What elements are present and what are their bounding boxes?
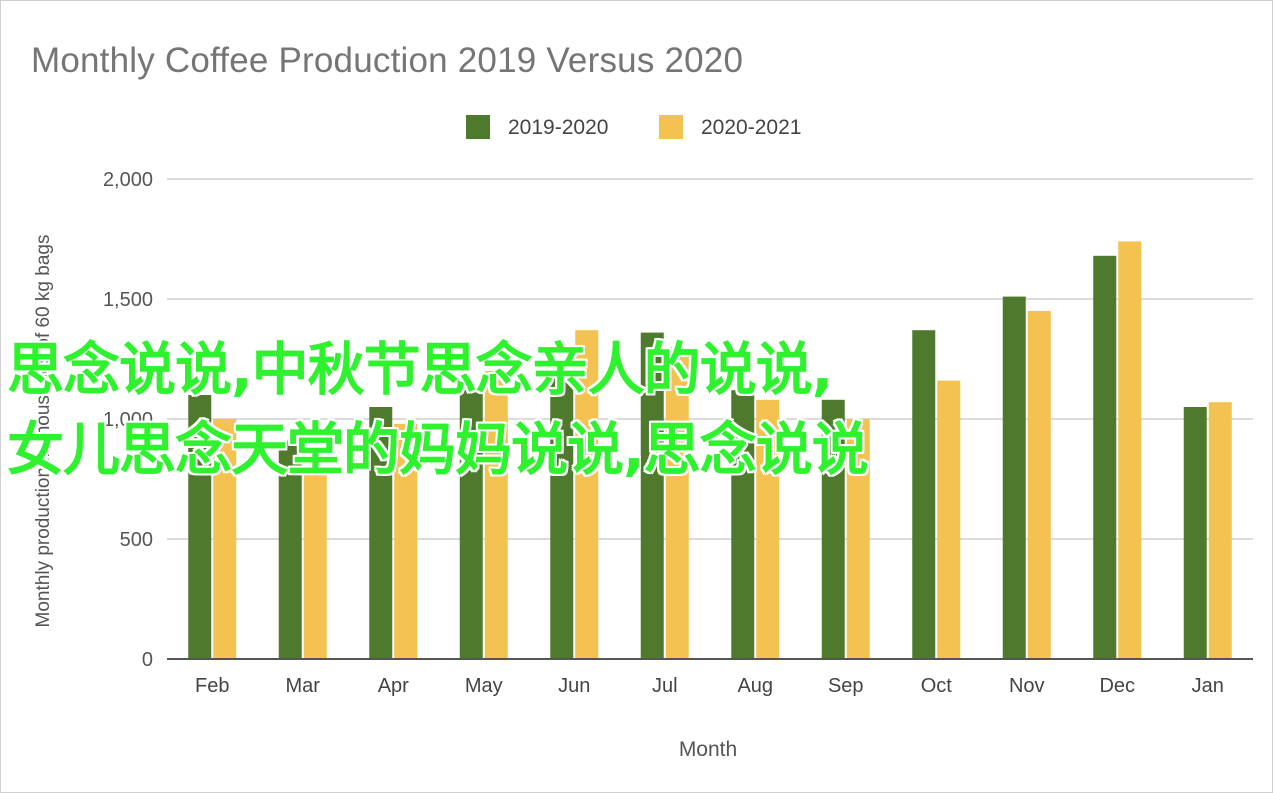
bar-2019-2020-Dec [1093,255,1117,660]
chart-title: Monthly Coffee Production 2019 Versus 20… [31,41,744,80]
bar-2020-2021-Jun [575,330,599,659]
bar-2019-2020-May [459,390,483,659]
x-tick-label-dec: Dec [1099,675,1135,697]
x-tick-label-nov: Nov [1009,675,1045,697]
x-tick-label-aug: Aug [737,675,773,697]
bar-2020-2021-Sep [846,419,870,659]
y-axis-label: Monthly production in thousands of 60 kg… [33,235,54,628]
bar-2020-2021-Jan [1208,402,1232,659]
legend: 2019-2020 2020-2021 [466,115,801,139]
legend-label-2020-2021: 2020-2021 [701,116,801,139]
bar-2020-2021-Dec [1118,241,1142,659]
legend-label-2019-2020: 2019-2020 [508,116,608,139]
bar-2019-2020-Jan [1183,407,1207,659]
bar-2020-2021-May [484,371,508,659]
x-tick-label-oct: Oct [921,675,953,697]
x-axis-label: Month [679,738,737,761]
bars [188,241,1232,660]
legend-swatch-2020-2021 [659,115,683,139]
y-tick-label: 0 [142,649,153,671]
x-tick-label-apr: Apr [378,675,409,697]
bar-2019-2020-Feb [188,395,212,659]
bar-2020-2021-Apr [394,423,418,659]
overlay-caption-line-2: 女儿思念天堂的妈妈说说,思念说说 [7,417,869,483]
bar-2019-2020-Oct [912,330,936,659]
y-tick-label: 1,000 [103,409,153,431]
bar-2020-2021-Oct [937,380,961,659]
bar-2019-2020-Mar [278,440,302,659]
x-tick-label-feb: Feb [195,675,229,697]
x-tick-label-may: May [465,675,503,697]
bar-2019-2020-Apr [369,407,393,659]
bar-2020-2021-Mar [303,467,327,659]
bar-2019-2020-Nov [1002,296,1026,659]
legend-swatch-2019-2020 [466,115,490,139]
x-tick-label-jul: Jul [652,675,678,697]
y-tick-label: 2,000 [103,169,153,191]
bar-2020-2021-Feb [213,419,237,659]
x-tick-label-jan: Jan [1192,675,1224,697]
overlay-caption-line-1: 思念说说,中秋节思念亲人的说说, [7,337,833,403]
bar-2019-2020-Jul [640,332,664,659]
bar-2020-2021-Nov [1027,311,1051,659]
x-tick-label-sep: Sep [828,675,864,697]
bar-2019-2020-Aug [731,390,755,659]
gridlines [167,178,1253,540]
y-tick-label: 1,500 [103,289,153,311]
bar-2020-2021-Aug [756,399,780,659]
y-tick-label: 500 [120,529,153,551]
bar-2019-2020-Jun [550,359,574,659]
bar-2020-2021-Jul [665,347,689,659]
x-tick-label-jun: Jun [558,675,590,697]
axes: 0 500 1,000 1,500 2,000 Feb Mar Apr May Jun Jul Aug… [103,169,1253,697]
x-tick-label-mar: Mar [286,675,321,697]
bar-2019-2020-Sep [821,399,845,659]
